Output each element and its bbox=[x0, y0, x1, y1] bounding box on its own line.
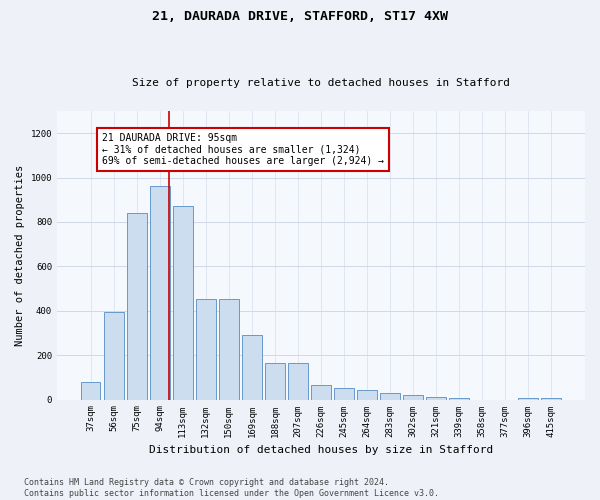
Bar bbox=[219, 298, 239, 400]
Bar bbox=[426, 398, 446, 400]
Bar bbox=[357, 390, 377, 400]
Bar bbox=[311, 385, 331, 400]
Bar bbox=[196, 298, 215, 400]
Text: 21 DAURADA DRIVE: 95sqm
← 31% of detached houses are smaller (1,324)
69% of semi: 21 DAURADA DRIVE: 95sqm ← 31% of detache… bbox=[102, 133, 384, 166]
Bar bbox=[265, 363, 284, 400]
Bar bbox=[81, 382, 100, 400]
Bar bbox=[288, 363, 308, 400]
Bar bbox=[242, 335, 262, 400]
Bar bbox=[403, 394, 423, 400]
Bar bbox=[380, 393, 400, 400]
Bar bbox=[104, 312, 124, 400]
Bar bbox=[541, 398, 561, 400]
Bar bbox=[334, 388, 354, 400]
Bar bbox=[127, 213, 146, 400]
Bar bbox=[150, 186, 170, 400]
Y-axis label: Number of detached properties: Number of detached properties bbox=[15, 164, 25, 346]
Text: 21, DAURADA DRIVE, STAFFORD, ST17 4XW: 21, DAURADA DRIVE, STAFFORD, ST17 4XW bbox=[152, 10, 448, 23]
Title: Size of property relative to detached houses in Stafford: Size of property relative to detached ho… bbox=[132, 78, 510, 88]
Bar bbox=[518, 398, 538, 400]
Bar bbox=[449, 398, 469, 400]
Text: Contains HM Land Registry data © Crown copyright and database right 2024.
Contai: Contains HM Land Registry data © Crown c… bbox=[24, 478, 439, 498]
X-axis label: Distribution of detached houses by size in Stafford: Distribution of detached houses by size … bbox=[149, 445, 493, 455]
Bar bbox=[173, 206, 193, 400]
